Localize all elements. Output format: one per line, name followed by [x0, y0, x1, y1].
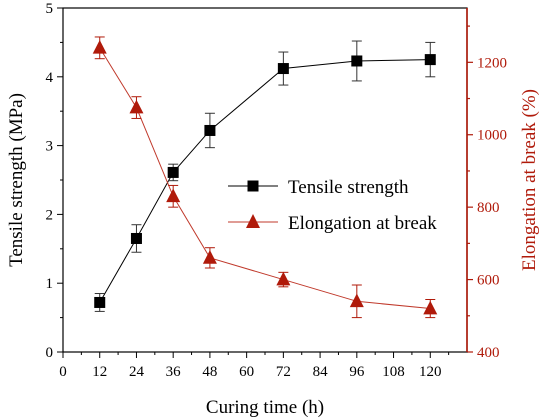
legend-marker-triangle: [246, 214, 260, 228]
x-tick-label: 24: [129, 364, 145, 380]
y-left-tick-label: 1: [46, 276, 54, 292]
y-right-tick-label: 1200: [477, 55, 507, 71]
x-tick-label: 60: [239, 364, 254, 380]
x-axis-title: Curing time (h): [206, 397, 324, 418]
data-point-triangle: [129, 99, 144, 114]
y-axis-right-title: Elongation at break (%): [519, 89, 540, 271]
legend-marker-square: [247, 180, 259, 192]
axis-ticks: [57, 7, 473, 358]
y-left-tick-label: 0: [46, 345, 54, 361]
x-tick-label: 36: [166, 364, 182, 380]
legend-item-tensile-strength: Tensile strength: [228, 177, 409, 198]
series-elongation-at-break: [92, 36, 438, 319]
y-left-tick-label: 5: [46, 1, 54, 17]
legend: Tensile strength Elongation at break: [228, 177, 437, 234]
data-point-square: [167, 166, 179, 178]
x-tick-label: 0: [59, 364, 67, 380]
y-left-tick-label: 2: [46, 207, 54, 223]
data-point-triangle: [423, 300, 438, 315]
y-right-tick-label: 400: [477, 345, 500, 361]
series-tensile-strength: [94, 40, 436, 312]
y-right-tick-label: 600: [477, 273, 500, 289]
legend-item-elongation-at-break: Elongation at break: [228, 213, 437, 234]
data-point-square: [130, 232, 142, 244]
y-left-tick-label: 4: [46, 70, 54, 86]
data-point-triangle: [202, 250, 217, 264]
y-right-tick-label: 800: [477, 200, 500, 216]
legend-label-tensile-strength: Tensile strength: [288, 177, 409, 198]
data-point-triangle: [349, 293, 364, 308]
data-point-square: [94, 296, 106, 308]
data-point-square: [351, 55, 363, 67]
y-left-tick-label: 3: [46, 139, 54, 155]
data-point-square: [424, 54, 436, 66]
legend-label-elongation-at-break: Elongation at break: [288, 213, 437, 234]
data-point-square: [204, 124, 216, 136]
data-point-triangle: [92, 40, 107, 54]
data-point-square: [277, 63, 289, 75]
x-tick-label: 108: [382, 364, 405, 380]
data-point-triangle: [166, 188, 181, 203]
x-tick-label: 120: [419, 364, 442, 380]
data-point-triangle: [276, 271, 291, 286]
y-right-tick-label: 1000: [477, 128, 507, 144]
x-tick-label: 72: [276, 364, 291, 380]
y-axis-left-title: Tensile strength (MPa): [6, 93, 27, 267]
x-tick-label: 48: [202, 364, 217, 380]
x-tick-label: 84: [313, 364, 329, 380]
series-layer: [92, 36, 438, 319]
x-tick-label: 12: [92, 364, 107, 380]
axis-tick-labels: 0 12 24 36 48 60 72 84 96 108 12001234540060080010…: [46, 1, 508, 380]
x-tick-label: 96: [349, 364, 365, 380]
